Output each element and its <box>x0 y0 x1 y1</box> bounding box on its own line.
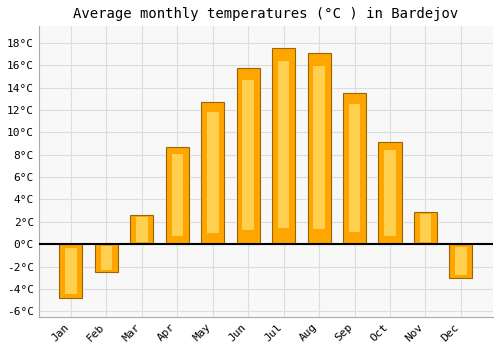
Bar <box>450 244 472 278</box>
Bar <box>272 48 295 244</box>
Bar <box>166 147 189 244</box>
Bar <box>95 244 118 272</box>
Bar <box>201 102 224 244</box>
Bar <box>65 248 76 294</box>
Bar <box>278 61 289 229</box>
Bar <box>349 104 360 232</box>
Bar <box>60 244 82 298</box>
Bar <box>136 217 147 242</box>
Bar <box>130 215 154 244</box>
Bar <box>384 149 396 236</box>
Bar <box>308 53 330 244</box>
Bar <box>236 68 260 244</box>
Bar <box>207 112 218 233</box>
Bar <box>420 214 431 241</box>
Bar <box>100 246 112 270</box>
Bar <box>455 247 466 275</box>
Bar <box>172 154 183 236</box>
Bar <box>343 93 366 244</box>
Bar <box>378 142 402 244</box>
Bar <box>314 66 325 229</box>
Bar <box>242 80 254 230</box>
Bar <box>414 212 437 244</box>
Title: Average monthly temperatures (°C ) in Bardejov: Average monthly temperatures (°C ) in Ba… <box>74 7 458 21</box>
